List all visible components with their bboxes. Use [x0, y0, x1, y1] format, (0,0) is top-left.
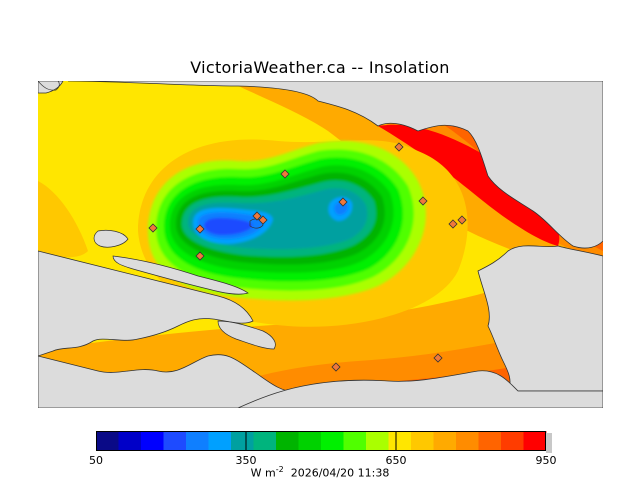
- colorbar-tick-label: 350: [235, 454, 257, 467]
- station-marker: [448, 219, 458, 229]
- station-markers: [148, 142, 467, 372]
- station-marker: [195, 224, 205, 234]
- unit-exponent: -2: [275, 465, 284, 474]
- colorbar-cell: [186, 431, 209, 451]
- station-marker: [338, 197, 348, 207]
- inlets: [93, 229, 276, 350]
- colorbar-frame: [96, 431, 546, 451]
- colorbar-cell: [433, 431, 457, 451]
- colorbar-shadow: [546, 433, 552, 453]
- colorbar-cell: [163, 431, 187, 451]
- colorbar-cell: [523, 431, 547, 451]
- station-marker: [331, 362, 341, 372]
- colorbar: [96, 431, 552, 453]
- station-marker: [195, 251, 205, 261]
- colorbar-cell: [96, 431, 119, 451]
- colorbar-cell: [118, 431, 142, 451]
- station-marker: [433, 353, 443, 363]
- colorbar-cell: [208, 431, 232, 451]
- map-title: VictoriaWeather.ca -- Insolation: [190, 58, 450, 77]
- colorbar-cell: [253, 431, 277, 451]
- unit-label: W m: [250, 466, 276, 480]
- colorbar-cell: [231, 431, 254, 451]
- sea-north: [67, 81, 603, 249]
- timestamp: 2026/04/20 11:38: [290, 466, 390, 480]
- colorbar-tick-label: 650: [385, 454, 407, 467]
- station-marker: [280, 169, 290, 179]
- station-marker: [258, 215, 268, 225]
- sea-south: [237, 370, 603, 408]
- station-marker: [418, 196, 428, 206]
- sea-southwest: [38, 354, 314, 408]
- colorbar-cell: [366, 431, 389, 451]
- station-marker: [457, 215, 467, 225]
- colorbar-cell: [343, 431, 367, 451]
- unit-and-timestamp: W m-2 2026/04/20 11:38: [0, 465, 640, 480]
- sea-areas: [38, 81, 603, 408]
- colorbar-cell: [478, 431, 502, 451]
- sea-topleft: [38, 81, 64, 94]
- station-marker: [148, 223, 158, 233]
- sea-east: [477, 245, 603, 392]
- station-marker: [394, 142, 404, 152]
- colorbar-cell: [276, 431, 299, 451]
- colorbar-cell: [321, 431, 344, 451]
- colorbar-tick-label: 950: [535, 454, 557, 467]
- station-marker: [252, 211, 262, 221]
- colorbar-cell: [388, 431, 412, 451]
- colorbar-tick-label: 50: [89, 454, 103, 467]
- colorbar-cell: [456, 431, 479, 451]
- colorbar-cell: [141, 431, 164, 451]
- insolation-map: [38, 81, 603, 408]
- zone-orange-west: [38, 181, 88, 258]
- colorbar-cell: [298, 431, 322, 451]
- colorbar-cell: [501, 431, 524, 451]
- cool-core: [148, 140, 426, 301]
- colorbar-cell: [411, 431, 434, 451]
